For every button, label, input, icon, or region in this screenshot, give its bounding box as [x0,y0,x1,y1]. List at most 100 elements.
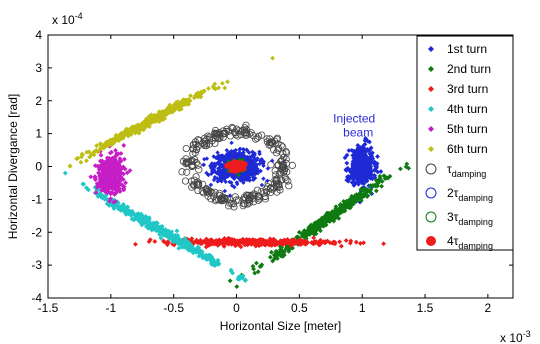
data-point [225,151,230,157]
data-point [267,161,275,169]
data-point [261,159,266,164]
data-point [264,239,270,244]
data-point [108,199,114,205]
data-point [198,91,204,97]
data-point [343,238,349,243]
data-point [224,162,231,169]
data-point [275,252,280,258]
legend-item: 1st turn [428,42,487,56]
data-point [164,241,170,246]
legend-label: 2nd turn [447,62,491,76]
data-point [153,222,159,228]
data-point [265,166,271,171]
data-point [322,219,328,224]
legend-marker [428,86,434,92]
data-point [128,131,133,136]
data-point [351,155,357,161]
data-point [182,243,188,249]
legend-marker [425,211,437,223]
x-tick-label: 1.5 [417,301,434,315]
data-point [309,240,314,245]
data-point [257,161,262,167]
data-point [134,212,139,217]
data-point [116,162,122,167]
data-point [201,162,206,168]
data-point [354,162,360,167]
data-point [192,159,200,167]
data-point [195,249,201,254]
data-point [221,239,226,245]
data-point [94,187,100,193]
data-point [87,154,93,160]
data-point [85,187,91,193]
data-point [212,195,220,204]
data-point [341,205,346,211]
data-point [242,242,247,247]
data-point [281,252,287,258]
data-point [178,101,184,106]
data-point [370,156,376,162]
data-point [195,94,200,99]
data-point [256,238,261,244]
data-point [357,199,363,205]
data-point [375,154,380,159]
data-point [207,242,213,248]
data-point [192,173,200,181]
data-point [176,245,182,251]
data-point [332,212,338,218]
data-point [371,173,377,178]
data-point [354,157,360,163]
data-point [140,121,145,127]
data-point [226,241,232,247]
data-point [152,239,158,244]
data-point [225,79,230,85]
data-point [236,172,241,178]
data-point [227,193,233,198]
data-point [245,199,253,207]
data-point [243,175,248,181]
data-point [216,160,221,165]
data-point [174,228,180,234]
x-tick-label: -1.5 [38,301,59,315]
data-point [105,183,111,189]
data-point [381,173,387,179]
data-point [245,241,251,247]
data-point [239,153,244,158]
data-point [279,143,287,151]
legend-item: 5th turn [428,122,488,136]
data-point [101,193,106,199]
data-point [404,161,410,167]
data-point [358,241,363,246]
legend-item: 4τdamping [426,234,493,251]
data-point [338,243,344,249]
data-point [265,178,270,184]
data-point [189,145,197,153]
data-point [225,173,230,179]
data-point [279,163,288,171]
data-point [226,155,232,160]
legend-marker [428,126,434,132]
data-point [349,175,355,181]
x-tick-label: 1 [359,301,366,315]
data-point [222,236,227,241]
data-point [279,149,287,158]
y-tick-label: 3 [35,61,42,75]
data-point [242,191,251,199]
data-point [283,246,289,252]
data-point [273,134,281,142]
data-point [92,175,98,181]
data-point [228,267,234,273]
legend-marker [426,236,436,246]
axis-ticks: -1.5 -1 -0.5 0 0.5 1 1.5 2 -4 -3 -2 -1 0 1 2 3 4 [31,28,513,315]
data-point [178,106,184,112]
data-point [248,162,254,168]
data-point [111,204,117,210]
data-point [154,224,160,230]
data-point [119,170,124,176]
data-point [273,241,279,247]
data-point [127,168,133,173]
data-point [202,156,207,162]
data-point [361,240,366,246]
data-point [211,262,217,267]
data-point [94,163,100,169]
